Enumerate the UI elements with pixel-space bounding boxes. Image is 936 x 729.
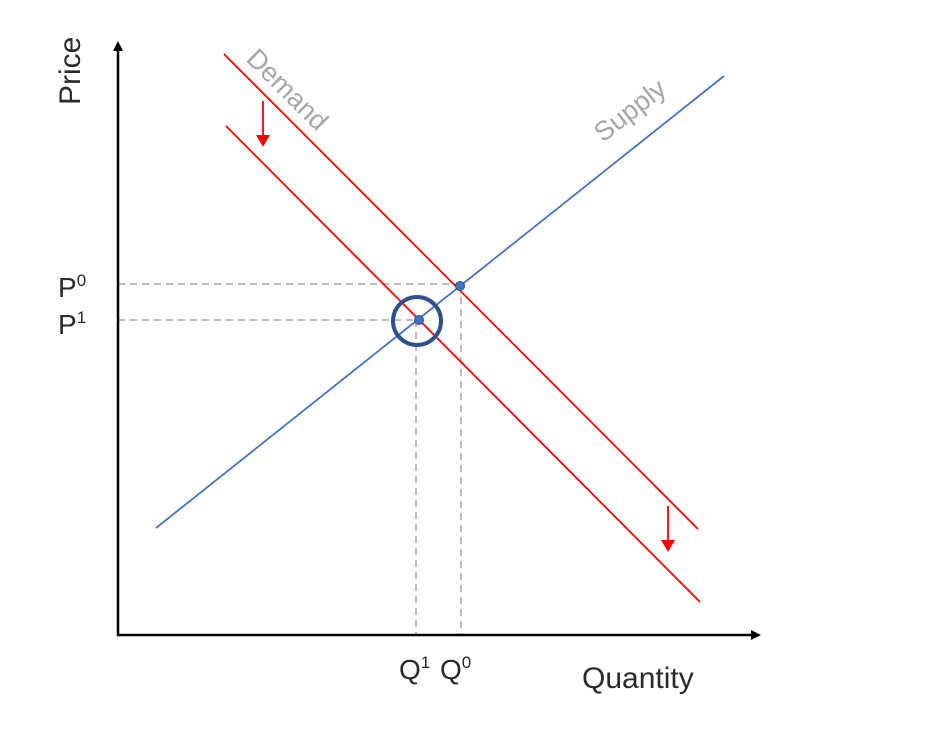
supply-curve [155,75,725,529]
y-axis-label: Price [54,37,87,105]
price-tick-p0: P0 [58,271,86,303]
supply-label: Supply [588,73,672,148]
demand-label: Demand [241,43,334,136]
demand-curve-shifted [225,125,701,603]
price-tick-p1: P1 [58,308,86,340]
demand-curve-original [223,53,699,530]
x-axis-label: Quantity [582,662,694,695]
equilibrium-point-original [455,281,465,291]
quantity-tick-q1: Q1 [399,653,430,685]
equilibrium-point-new [414,315,424,325]
quantity-tick-q0: Q0 [440,653,471,685]
new-equilibrium-highlight-ring [391,295,443,347]
